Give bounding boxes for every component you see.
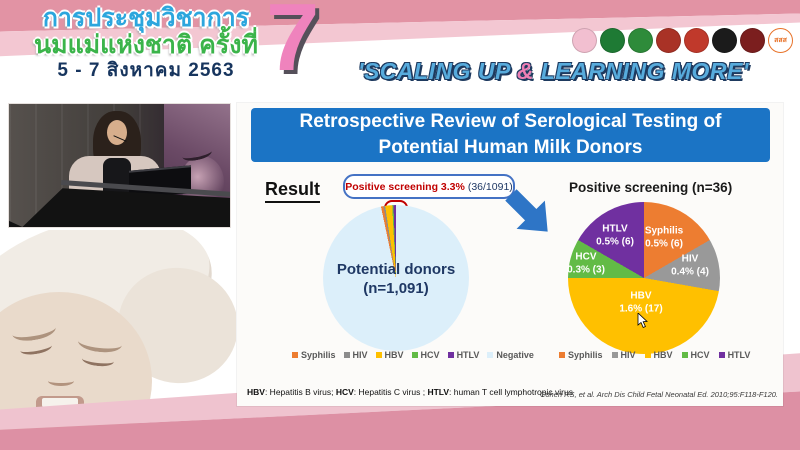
red-brace-icon [384, 200, 408, 208]
legend-swatch-hbv [644, 352, 651, 358]
mouse-cursor-icon [637, 312, 649, 334]
abbreviation-footnote: HBV: Hepatitis B virus; HCV: Hepatitis C… [247, 387, 573, 397]
potential-donors-label-line2: (n=1,091) [363, 279, 429, 297]
legend-item: HTLV [447, 350, 479, 360]
ministry-of-public-health-logo-icon [600, 28, 625, 53]
conference-slogan: 'SCALING UP & LEARNING MORE' [358, 58, 798, 85]
result-label: Result [265, 179, 321, 203]
legend-item: HCV [411, 350, 440, 360]
legend-swatch-htlv [718, 352, 725, 358]
legend-item: HIV [611, 350, 636, 360]
legend-swatch-syphilis [559, 352, 565, 358]
legend-swatch-hbv [375, 352, 382, 358]
positive-screening-pie-chart [568, 202, 720, 354]
legend-item: Syphilis [559, 350, 603, 360]
conference-dates: 5 - 7 สิงหาคม 2563 [57, 60, 235, 81]
potential-donors-label: Potential donors (n=1,091) [317, 261, 475, 299]
positive-screening-callout: Positive screening 3.3% (36/1091) [343, 174, 515, 199]
royal-crest-logo-icon [684, 28, 709, 53]
conference-title-block: การประชุมวิชาการ นมแม่แห่งชาติ ครั้งที่ … [20, 5, 272, 82]
edition-number: 7 [266, 0, 320, 91]
positive-screening-title: Positive screening (n=36) [569, 180, 733, 195]
university-emblem-logo-icon [656, 28, 681, 53]
slogan-part2: LEARNING MORE' [533, 58, 749, 84]
slogan-part1: 'SCALING UP [358, 58, 517, 84]
legend-item: HIV [343, 350, 368, 360]
legend-swatch-hiv [343, 352, 350, 358]
baby-nose [48, 376, 74, 386]
slice-label-syphilis: Syphilis 0.5% (6) [644, 225, 684, 250]
medical-association-logo-icon [712, 28, 737, 53]
potential-donors-label-line1: Potential donors [336, 261, 456, 278]
conference-title-line2: นมแม่แห่งชาติ ครั้งที่ [34, 31, 258, 59]
slice-label-hcv: HCV 0.3% (3) [567, 251, 605, 276]
callout-highlight: Positive screening 3.3% [345, 180, 465, 193]
legend-item: HTLV [718, 350, 750, 360]
legend-swatch-hcv [411, 352, 418, 358]
department-of-health-logo-icon [628, 28, 653, 53]
presenter-video-feed [8, 103, 231, 228]
sponsor-logo-row: สสส [572, 28, 793, 53]
callout-detail: (36/1091) [467, 180, 513, 193]
thaihealth-logo-icon: สสส [768, 28, 793, 53]
conference-title-line1: การประชุมวิชาการ [42, 4, 250, 32]
legend-swatch-htlv [447, 352, 454, 358]
legend-item: Negative [487, 350, 534, 360]
legend-potential-donors: Syphilis HIV HBV HCV HTLV Negative [292, 350, 534, 360]
legend-swatch-hcv [681, 352, 688, 358]
breastfeeding-foundation-logo-icon [572, 28, 597, 53]
blue-arrow-icon [489, 173, 571, 255]
slogan-ampersand: & [516, 58, 534, 84]
slide-title: Retrospective Review of Serological Test… [251, 108, 770, 162]
reference-citation: Cohen RS, et al. Arch Dis Child Fetal Ne… [539, 390, 778, 399]
baby-teeth [42, 398, 78, 407]
legend-positive-screening: Syphilis HIV HBV HCV HTLV [559, 350, 750, 360]
legend-swatch-syphilis [292, 352, 298, 358]
pediatric-society-logo-icon [740, 28, 765, 53]
legend-item: HCV [681, 350, 710, 360]
legend-swatch-negative [487, 352, 494, 358]
presentation-slide: Retrospective Review of Serological Test… [237, 103, 783, 406]
slice-label-hiv: HIV 0.4% (4) [671, 253, 709, 278]
slice-label-htlv: HTLV 0.5% (6) [596, 223, 634, 248]
legend-item: HBV [375, 350, 404, 360]
legend-item: HBV [644, 350, 673, 360]
potential-donors-pie-chart [323, 205, 469, 351]
slice-label-hbv: HBV 1.6% (17) [619, 290, 663, 315]
legend-item: Syphilis [292, 350, 336, 360]
legend-swatch-hiv [611, 352, 618, 358]
